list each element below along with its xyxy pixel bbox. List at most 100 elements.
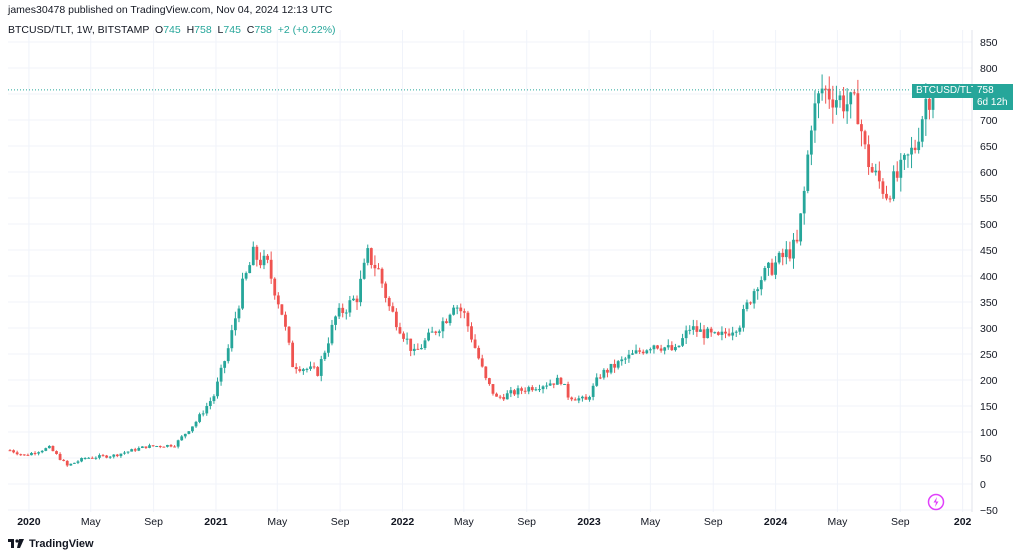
candle-body xyxy=(695,326,699,332)
candle-body xyxy=(26,454,30,456)
candle-body xyxy=(44,448,48,451)
candle-body xyxy=(316,367,320,376)
candle-body xyxy=(334,316,337,325)
y-tick-label: −50 xyxy=(980,505,998,517)
candle-body xyxy=(366,248,370,263)
candle-body xyxy=(813,103,817,131)
x-tick-label: 202 xyxy=(954,516,972,528)
candle-body xyxy=(691,326,695,330)
price-chart[interactable]: 8508007507006506005505004504003503002502… xyxy=(0,0,1024,530)
y-tick-label: 550 xyxy=(980,193,998,205)
candle-body xyxy=(108,456,112,458)
x-tick-label: 2022 xyxy=(391,516,415,528)
candle-body xyxy=(30,452,33,456)
candle-body xyxy=(244,273,248,279)
candle-body xyxy=(441,321,445,332)
candle-body xyxy=(820,88,824,94)
candle-body xyxy=(795,239,799,242)
candle-body xyxy=(309,366,312,369)
y-tick-label: 700 xyxy=(980,115,998,127)
candle-body xyxy=(656,345,659,349)
candle-body xyxy=(344,312,348,314)
snapshot-icon[interactable] xyxy=(927,493,945,511)
candle-body xyxy=(477,347,481,359)
candle-body xyxy=(784,249,788,258)
y-tick-label: 50 xyxy=(980,453,992,465)
candle-body xyxy=(688,329,692,331)
candle-body xyxy=(248,265,252,274)
candle-body xyxy=(534,389,538,391)
candle-body xyxy=(291,342,295,368)
price-scale-last-price: 758 xyxy=(973,83,1013,98)
candle-body xyxy=(541,386,545,390)
candle-body xyxy=(835,100,838,108)
candle-body xyxy=(473,339,477,348)
candle-body xyxy=(849,92,853,105)
candle-body xyxy=(427,332,430,341)
candle-body xyxy=(870,167,874,173)
candle-body xyxy=(623,358,627,360)
candle-body xyxy=(323,352,327,360)
x-tick-label: Sep xyxy=(331,516,350,528)
candle-body xyxy=(877,170,881,182)
candle-body xyxy=(491,384,495,394)
candle-body xyxy=(838,95,842,101)
candle-body xyxy=(563,383,566,385)
candle-body xyxy=(398,327,402,334)
candle-body xyxy=(906,154,910,156)
candle-body xyxy=(899,159,903,178)
legend-low-key: L xyxy=(217,24,224,36)
candle-body xyxy=(627,354,631,359)
legend-symbol: BTCUSD/TLT, 1W, BITSTAMP xyxy=(8,24,150,36)
candle-body xyxy=(352,298,355,301)
candle-body xyxy=(294,367,298,370)
candle-body xyxy=(51,445,55,452)
candle-body xyxy=(405,338,409,340)
candle-body xyxy=(233,318,237,331)
candle-body xyxy=(867,144,871,168)
candle-body xyxy=(752,291,756,304)
candle-body xyxy=(434,331,438,333)
candle-body xyxy=(123,452,126,454)
tradingview-footer[interactable]: TradingView xyxy=(8,538,94,550)
candle-body xyxy=(928,98,931,110)
candle-body xyxy=(98,455,101,458)
x-tick-label: Sep xyxy=(144,516,163,528)
x-tick-label: 2023 xyxy=(577,516,601,528)
candle-body xyxy=(588,396,591,400)
candle-body xyxy=(420,348,423,350)
price-scale-countdown: 6d 12h xyxy=(973,95,1013,110)
candle-body xyxy=(759,280,763,290)
candle-body xyxy=(895,171,899,178)
legend-open-key: O xyxy=(155,24,164,36)
candle-body xyxy=(180,436,184,441)
candle-body xyxy=(266,255,269,260)
y-tick-label: 100 xyxy=(980,427,998,439)
candle-body xyxy=(881,181,885,194)
candle-body xyxy=(137,447,141,451)
candle-body xyxy=(724,331,727,334)
candle-body xyxy=(727,333,731,336)
legend-high-key: H xyxy=(186,24,195,36)
candle-body xyxy=(666,345,670,348)
candle-body xyxy=(126,451,130,453)
candle-body xyxy=(55,451,58,454)
x-tick-label: May xyxy=(828,516,849,528)
candle-body xyxy=(62,459,66,461)
candle-body xyxy=(380,268,384,284)
candle-body xyxy=(824,88,828,90)
candle-body xyxy=(452,307,456,315)
candle-body xyxy=(913,147,917,151)
candle-body xyxy=(581,396,584,399)
candle-body xyxy=(83,458,87,460)
candle-body xyxy=(166,444,169,447)
candle-body xyxy=(359,278,362,303)
candle-body xyxy=(917,141,921,151)
candle-body xyxy=(641,351,645,354)
candle-body xyxy=(874,170,878,173)
candle-body xyxy=(523,390,527,392)
y-tick-label: 350 xyxy=(980,297,998,309)
candle-body xyxy=(888,198,892,200)
candle-body xyxy=(101,455,105,457)
candle-body xyxy=(112,454,116,457)
